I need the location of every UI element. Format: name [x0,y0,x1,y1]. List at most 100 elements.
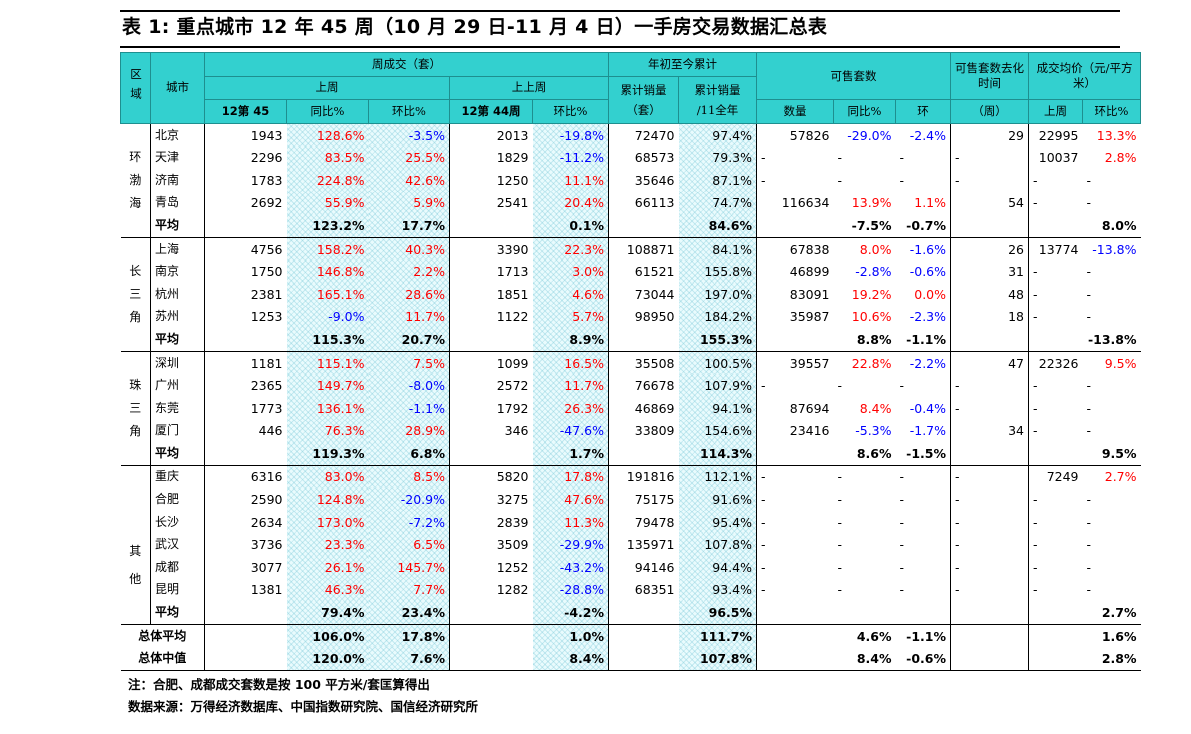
total-price [1028,647,1083,672]
header-price-label: 成交均价（元/平方米） [1036,61,1133,91]
cell-pm: - [1086,492,1092,508]
cell-inv: 23416 [789,423,830,439]
cell-cumr: 95.4% [678,510,758,534]
cell-cum: 98950 [634,309,675,325]
cell-v: 2365 [250,378,283,394]
cell-dest: 47 [950,350,1030,375]
table-header: 区域 城市 周成交（套） 年初至今累计 可售套数 可售套数去化时间 成交均价（元… [120,51,1142,124]
cell-inv: - [761,514,766,530]
avg-dest [950,442,1030,466]
cell-dest: - [950,510,1030,534]
total-cumr: 107.8% [678,647,758,672]
total-inv [756,623,834,648]
cell-price: - [1033,559,1038,575]
housing-data-table: 区域 城市 周成交（套） 年初至今累计 可售套数 可售套数去化时间 成交均价（元… [120,51,1142,672]
cell-pv: 3509 [496,537,529,553]
cell-price: 22326 [1028,350,1083,375]
header-ytd-sales-2: 累计销量 /11全年 [678,75,758,124]
cell-cumr: 100.5% [678,350,758,375]
avg-pmom: 1.7% [532,442,610,466]
cell-pm: - [1086,309,1092,325]
total-pmom: 1.0% [532,623,610,648]
cell-pv: 5820 [449,464,533,489]
cell-pv: 3390 [449,236,533,261]
page-title: 表 1: 重点城市 12 年 45 周（10 月 29 日-11 月 4 日）一… [122,16,828,38]
cell-pmom: -43.2% [532,556,610,579]
cell-pm: - [1086,286,1092,302]
table-row: 厦门 446 76.3% 28.9% 346 -47.6% 33809 154.6% 23416… [121,419,1141,443]
average-label: 平均 [150,214,205,238]
cell-v: 2381 [250,286,283,302]
header-city: 城市 [150,52,205,124]
table-row: 杭州 2381 165.1% 28.6% 1851 4.6% 73044 197.0% 8309… [121,282,1141,306]
cell-pv: 2013 [449,122,533,147]
header-price-last: 上周 [1028,99,1084,124]
cell-pmom: 4.6% [532,282,610,306]
cell-cum: 68351 [634,582,675,598]
group-average-row: 平均 123.2% 17.7% 0.1% 84.6% -7.5% -0.7% 8.0% [121,214,1141,238]
cell-pv: 1099 [449,350,533,375]
cell-cumr: 94.4% [678,556,758,579]
avg-v [205,442,287,465]
cell-im: -0.6% [895,260,952,283]
cell-pmom: 16.5% [532,350,610,375]
city-name: 济南 [150,168,205,192]
region-cell: 其 他 [120,464,151,625]
cell-yoy: 224.8% [287,168,369,192]
total-cum [608,623,679,648]
cell-iy: -5.3% [855,423,892,439]
avg-pmom: -4.2% [532,601,610,625]
cell-inv: - [761,378,766,394]
cell-cum: 66113 [634,195,675,211]
avg-im: -1.5% [895,442,952,466]
cell-v: 6316 [204,464,287,489]
city-name: 天津 [150,146,205,169]
cell-pm: 9.5% [1082,350,1141,375]
avg-price [1029,328,1083,351]
cell-cum: 73044 [634,286,675,302]
cell-pmom: 20.4% [532,191,610,215]
cell-pm: - [1086,378,1092,394]
avg-iy: 8.6% [856,445,892,461]
cell-iy: 8.4% [859,400,892,416]
cell-yoy: 173.0% [287,510,369,534]
region-label: 其 他 [129,543,142,586]
avg-pv [450,328,533,351]
cell-dest: - [950,396,1030,420]
average-label: 平均 [150,328,205,352]
cell-cum: 108871 [608,236,679,261]
total-pv [449,623,533,648]
header-last-week: 上周 [204,75,450,101]
table-row: 青岛 2692 55.9% 5.9% 2541 20.4% 66113 74.7% 116634… [121,191,1141,215]
avg-mom: 20.7% [368,328,450,352]
cell-dest: 26 [950,236,1030,261]
cell-pmom: 26.3% [532,396,610,420]
avg-inv [757,442,834,465]
cell-im: -1.7% [895,419,952,443]
cell-im: - [895,556,952,579]
cell-v: 446 [258,423,283,439]
cell-im: - [895,578,952,602]
city-name: 广州 [150,374,205,397]
cell-inv: - [756,464,834,489]
cell-inv: 35987 [789,309,830,325]
cell-iy: -29.0% [833,122,896,147]
cell-pmom: -28.8% [532,578,610,602]
avg-cumr: 96.5% [678,601,758,625]
header-ytd-sales-1-unit: （套） [626,102,661,117]
cell-cumr: 79.3% [678,146,758,169]
total-row: 总体中值 120.0% 7.6% 8.4% 107.8% 8.4% -0.6% 2.8% [120,647,1141,672]
header-region-label: 区域 [129,68,143,108]
cell-yoy: 136.1% [287,396,369,420]
avg-mom: 6.8% [368,442,450,466]
average-label: 平均 [150,442,205,466]
avg-pmom: 8.9% [532,328,610,352]
cell-iy: 8.0% [833,236,896,261]
cell-pv: 1829 [496,150,529,166]
cell-v: 1783 [250,172,283,188]
top-rule [120,10,1120,12]
region-label: 长 三 角 [129,263,142,324]
cell-dest: - [950,168,1030,192]
cell-yoy: 83.5% [287,146,369,169]
cell-im: - [895,533,952,557]
